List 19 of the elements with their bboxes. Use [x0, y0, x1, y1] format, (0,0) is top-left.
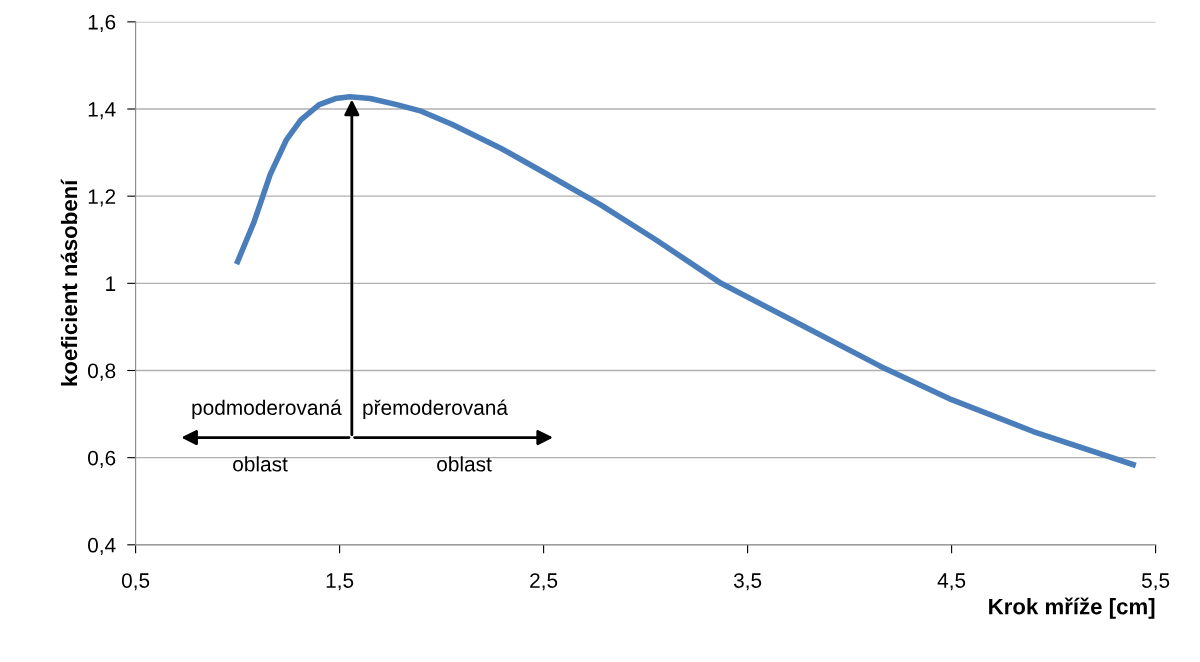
x-tick-label: 0,5 [121, 573, 150, 591]
y-tick-label: 1,2 [88, 189, 116, 207]
x-tick-label: 1,5 [326, 573, 354, 591]
x-tick-label: 5,5 [1141, 573, 1170, 591]
annotation: přemoderovaná [363, 399, 508, 420]
annotation: oblast [233, 456, 288, 472]
annotation: podmoderovaná [192, 399, 342, 420]
x-tick-label: 3,5 [733, 573, 762, 591]
y-tick-label: 1,4 [88, 102, 116, 120]
y-tick-label: 0,8 [88, 363, 116, 381]
x-axis-title: Krok mříže [cm] [989, 597, 1155, 619]
y-tick-label: 1 [106, 276, 116, 291]
x-tick-label: 2,5 [530, 573, 558, 591]
y-tick-label: 0,4 [88, 537, 116, 556]
annotation: oblast [437, 456, 492, 472]
x-tick-label: 4,5 [937, 573, 966, 591]
y-tick-label: 1,6 [88, 14, 116, 33]
y-tick-label: 0,6 [88, 450, 116, 468]
y-axis-title: koeficient násobení [60, 178, 78, 386]
